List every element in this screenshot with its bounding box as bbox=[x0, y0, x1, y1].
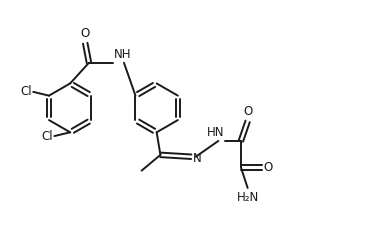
Text: Cl: Cl bbox=[20, 85, 32, 98]
Text: Cl: Cl bbox=[41, 130, 53, 143]
Text: N: N bbox=[193, 152, 202, 165]
Text: NH: NH bbox=[114, 48, 132, 61]
Text: O: O bbox=[244, 105, 253, 118]
Text: H₂N: H₂N bbox=[237, 191, 259, 204]
Text: O: O bbox=[81, 27, 90, 40]
Text: HN: HN bbox=[207, 126, 224, 139]
Text: O: O bbox=[264, 161, 273, 174]
